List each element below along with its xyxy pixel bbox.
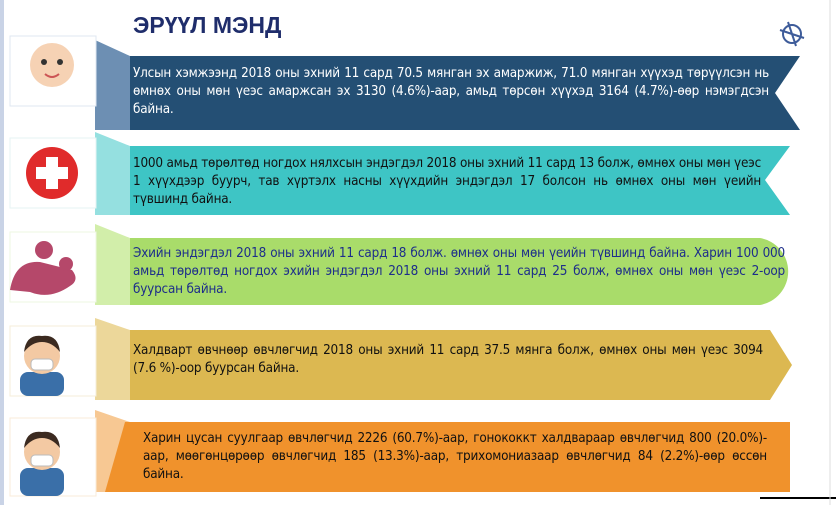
title: ЭРҮҮЛ МЭНД: [133, 12, 282, 38]
item-text: Улсын хэмжээнд 2018 оны эхний 11 сард 70…: [133, 66, 769, 117]
item-text: Эхийн эндэгдэл 2018 оны эхний 11 сард 18…: [133, 246, 785, 297]
item-text: 1000 амьд төрөлтөд ногдох нялхсын эндэгд…: [133, 156, 761, 207]
item-text: Харин цусан суулгаар өвчлөгчид 2226 (60.…: [143, 431, 767, 482]
item-text: Халдварт өвчнөөр өвчлөгчид 2018 оны эхни…: [133, 343, 763, 376]
